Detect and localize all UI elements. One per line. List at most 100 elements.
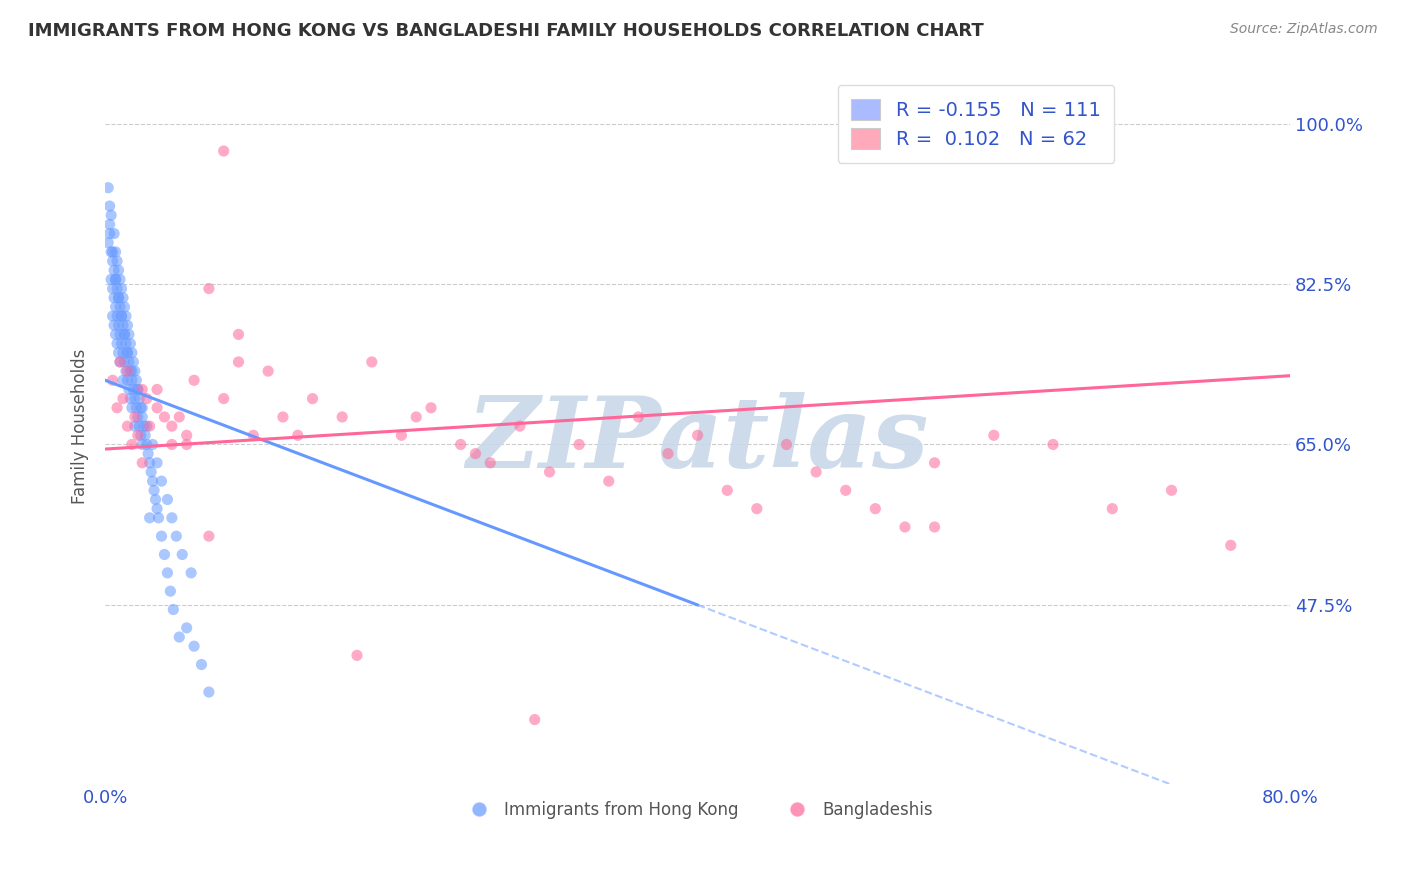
Point: [145, 492, 167, 507]
Point: [117, 345, 139, 359]
Point: [176, 437, 198, 451]
Point: [111, 373, 134, 387]
Point: [121, 364, 143, 378]
Point: [180, 566, 202, 580]
Point: [360, 355, 382, 369]
Point: [167, 409, 190, 424]
Point: [125, 401, 148, 415]
Point: [228, 327, 250, 342]
Point: [156, 566, 179, 580]
Point: [135, 392, 157, 406]
Point: [775, 437, 797, 451]
Point: [198, 282, 221, 296]
Point: [101, 244, 124, 259]
Point: [156, 492, 179, 507]
Point: [136, 447, 159, 461]
Point: [124, 392, 146, 406]
Point: [104, 327, 127, 342]
Point: [228, 355, 250, 369]
Point: [131, 409, 153, 424]
Point: [865, 501, 887, 516]
Point: [598, 474, 620, 488]
Point: [98, 218, 121, 232]
Point: [983, 428, 1005, 442]
Point: [98, 199, 121, 213]
Point: [183, 639, 205, 653]
Point: [131, 383, 153, 397]
Point: [128, 419, 150, 434]
Point: [122, 355, 145, 369]
Point: [301, 392, 323, 406]
Point: [124, 409, 146, 424]
Point: [111, 392, 134, 406]
Point: [176, 621, 198, 635]
Point: [160, 511, 183, 525]
Point: [146, 383, 169, 397]
Point: [146, 501, 169, 516]
Point: [103, 227, 125, 241]
Point: [115, 309, 138, 323]
Point: [101, 254, 124, 268]
Point: [657, 447, 679, 461]
Point: [124, 364, 146, 378]
Point: [391, 428, 413, 442]
Point: [143, 483, 166, 498]
Point: [131, 401, 153, 415]
Point: [1219, 538, 1241, 552]
Point: [627, 409, 650, 424]
Point: [105, 401, 128, 415]
Point: [894, 520, 917, 534]
Point: [257, 364, 280, 378]
Point: [107, 318, 129, 333]
Point: [111, 291, 134, 305]
Point: [110, 282, 132, 296]
Text: IMMIGRANTS FROM HONG KONG VS BANGLADESHI FAMILY HOUSEHOLDS CORRELATION CHART: IMMIGRANTS FROM HONG KONG VS BANGLADESHI…: [28, 22, 984, 40]
Point: [110, 309, 132, 323]
Legend: Immigrants from Hong Kong, Bangladeshis: Immigrants from Hong Kong, Bangladeshis: [456, 794, 939, 825]
Point: [105, 282, 128, 296]
Point: [271, 409, 294, 424]
Point: [105, 254, 128, 268]
Point: [190, 657, 212, 672]
Point: [101, 309, 124, 323]
Point: [103, 263, 125, 277]
Point: [479, 456, 502, 470]
Point: [924, 456, 946, 470]
Point: [127, 383, 149, 397]
Point: [287, 428, 309, 442]
Point: [108, 272, 131, 286]
Point: [121, 401, 143, 415]
Point: [148, 511, 170, 525]
Point: [804, 465, 827, 479]
Point: [110, 309, 132, 323]
Text: ZIPatlas: ZIPatlas: [467, 392, 929, 489]
Point: [108, 300, 131, 314]
Point: [538, 465, 561, 479]
Point: [104, 272, 127, 286]
Point: [138, 511, 160, 525]
Point: [242, 428, 264, 442]
Y-axis label: Family Households: Family Households: [72, 349, 89, 504]
Point: [135, 419, 157, 434]
Point: [100, 272, 122, 286]
Point: [121, 373, 143, 387]
Point: [139, 465, 162, 479]
Point: [104, 300, 127, 314]
Point: [142, 437, 165, 451]
Point: [114, 300, 136, 314]
Point: [120, 392, 142, 406]
Point: [103, 318, 125, 333]
Point: [1042, 437, 1064, 451]
Point: [138, 456, 160, 470]
Point: [98, 227, 121, 241]
Point: [100, 244, 122, 259]
Point: [108, 327, 131, 342]
Point: [420, 401, 443, 415]
Point: [160, 437, 183, 451]
Point: [120, 336, 142, 351]
Point: [745, 501, 768, 516]
Point: [124, 419, 146, 434]
Point: [108, 355, 131, 369]
Point: [1101, 501, 1123, 516]
Point: [686, 428, 709, 442]
